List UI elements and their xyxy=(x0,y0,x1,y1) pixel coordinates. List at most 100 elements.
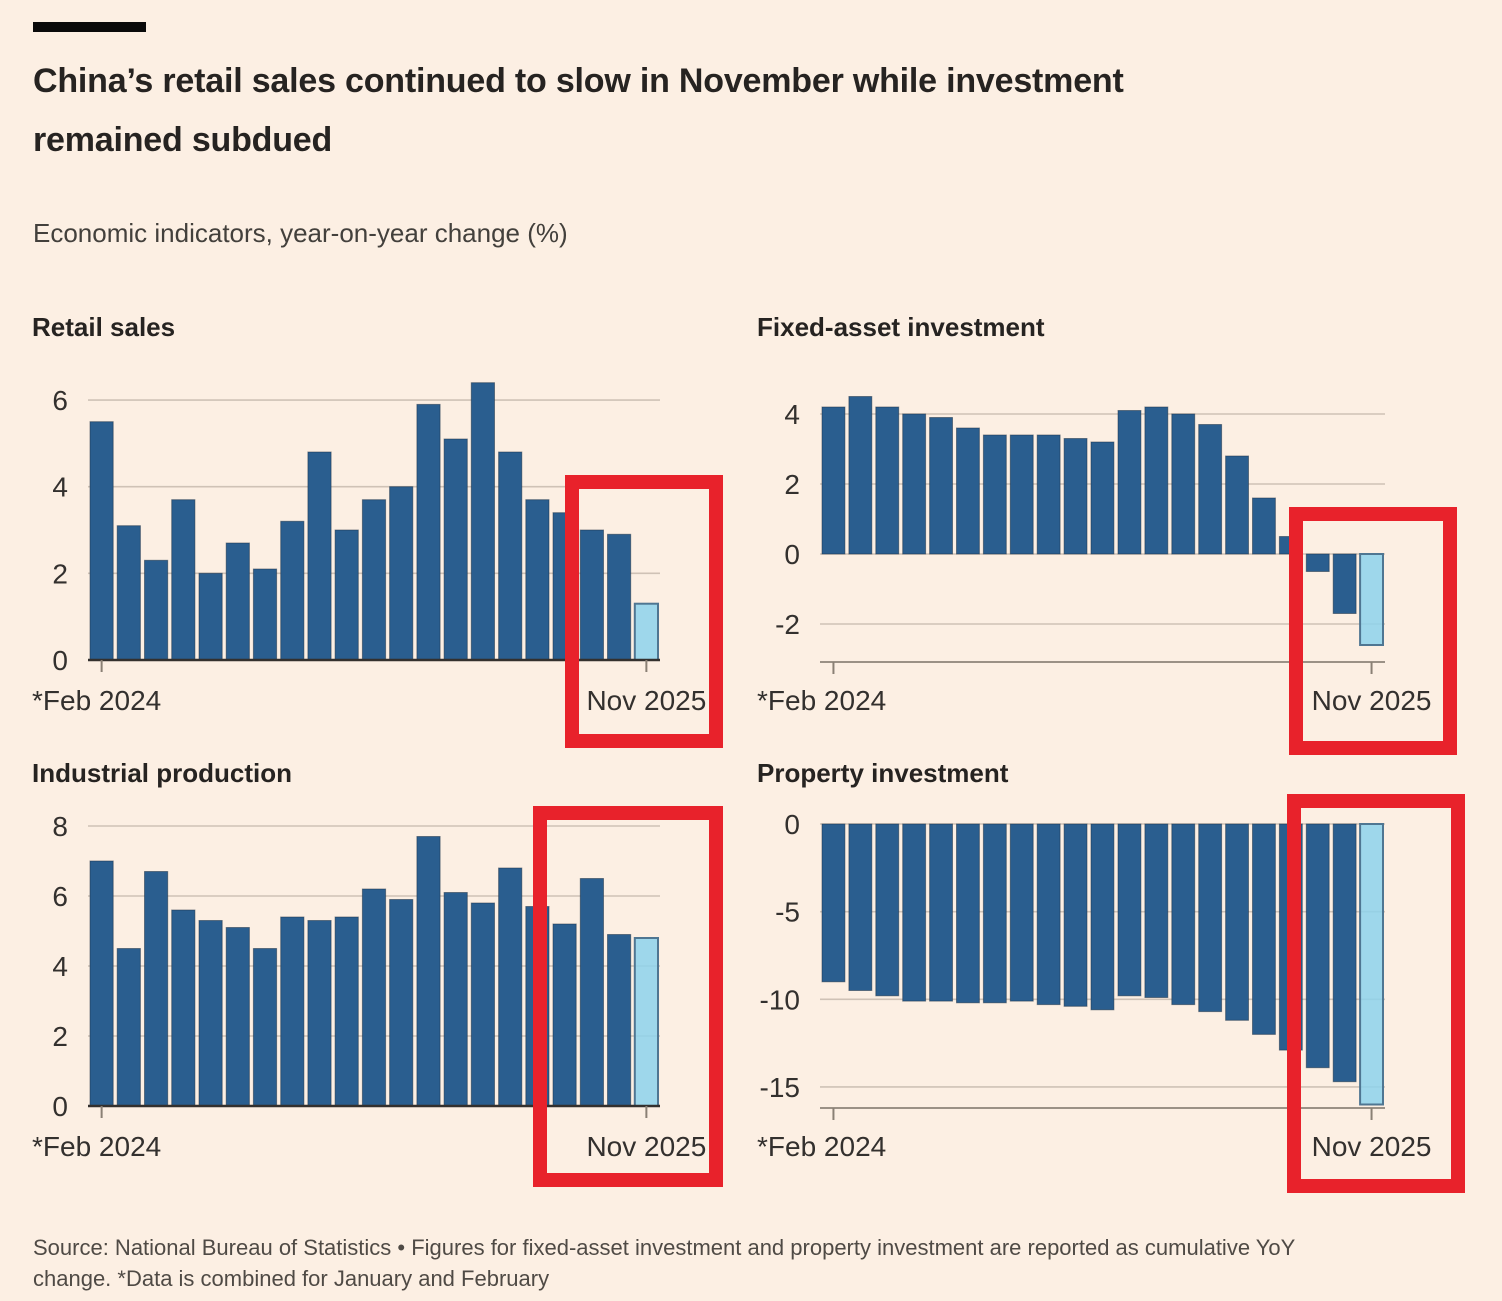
bar xyxy=(470,382,495,661)
x-axis-start-label: *Feb 2024 xyxy=(757,685,886,716)
bar xyxy=(1036,434,1061,555)
bar xyxy=(498,867,523,1107)
x-axis-end-label: Nov 2025 xyxy=(586,1131,706,1162)
bar xyxy=(1198,424,1223,555)
bar xyxy=(1090,441,1115,555)
x-axis-end-label: Nov 2025 xyxy=(1312,685,1432,716)
source-note-line2: change. *Data is combined for January an… xyxy=(33,1266,550,1291)
bar xyxy=(498,451,523,661)
bar xyxy=(280,520,305,661)
bar xyxy=(307,451,332,661)
bar xyxy=(334,529,359,661)
bar-highlight xyxy=(633,602,659,662)
bar xyxy=(1305,553,1330,572)
industrial-production-plot: 0 2 4 6 8 *Feb 2024 Nov 2025 xyxy=(32,811,706,1162)
bar xyxy=(361,888,387,1107)
bar xyxy=(956,427,980,555)
y-axis-tick-label: 0 xyxy=(52,1091,68,1122)
bar xyxy=(443,438,468,661)
bar xyxy=(361,499,387,661)
bar xyxy=(225,927,250,1107)
bar xyxy=(1063,823,1088,1007)
bar xyxy=(1198,823,1223,1013)
bar xyxy=(902,413,927,555)
property-investment-plot: 0 -5 -10 -15 *Feb 2024 Nov 2025 xyxy=(757,809,1432,1162)
x-axis-end-label: Nov 2025 xyxy=(1312,1131,1432,1162)
bar xyxy=(902,823,927,1002)
bar xyxy=(956,823,980,1004)
bar xyxy=(1117,410,1142,555)
bar xyxy=(1009,434,1034,555)
bar xyxy=(607,533,632,661)
y-axis-tick-label: -15 xyxy=(760,1072,800,1103)
bar xyxy=(334,916,359,1107)
bar xyxy=(1117,823,1142,997)
y-axis-tick-label: 0 xyxy=(52,645,68,676)
bar xyxy=(1278,823,1303,1051)
bar xyxy=(1144,823,1169,998)
bar xyxy=(1252,497,1276,555)
bar xyxy=(144,871,169,1107)
chart-property-investment: Property investment 0 -5 -10 -15 *Feb 2024 No… xyxy=(755,758,1472,1190)
bar xyxy=(1009,823,1034,1002)
bar xyxy=(821,406,846,555)
chart-title-retail-sales: Retail sales xyxy=(32,312,176,342)
page-title: China’s retail sales continued to slow i… xyxy=(33,52,1373,170)
bar xyxy=(389,486,414,661)
y-axis-tick-label: 8 xyxy=(52,811,68,842)
x-axis-start-label: *Feb 2024 xyxy=(32,1131,161,1162)
bar xyxy=(579,878,604,1107)
bar xyxy=(416,403,441,661)
bar xyxy=(416,836,441,1107)
bar xyxy=(252,568,278,661)
y-axis-tick-label: -2 xyxy=(775,609,800,640)
bar xyxy=(875,823,900,997)
bar-highlight xyxy=(633,937,659,1107)
source-note-line1: Source: National Bureau of Statistics • … xyxy=(33,1235,1296,1260)
bar xyxy=(1332,823,1357,1083)
bar xyxy=(929,823,954,1002)
bar xyxy=(116,948,141,1107)
y-axis-tick-label: 0 xyxy=(784,809,800,840)
bar xyxy=(198,572,223,661)
bar xyxy=(144,559,169,661)
bar xyxy=(1225,455,1250,555)
bar xyxy=(280,916,305,1107)
bar xyxy=(1090,823,1115,1011)
bar xyxy=(848,823,873,991)
bar xyxy=(875,406,900,555)
bar xyxy=(1305,823,1330,1069)
bar xyxy=(848,396,873,555)
topic-bar xyxy=(33,22,146,32)
bar xyxy=(225,542,250,661)
bar xyxy=(1036,823,1061,1006)
bar xyxy=(443,892,468,1107)
chart-title-property-investment: Property investment xyxy=(757,758,1009,788)
chart-fixed-asset-investment: Fixed-asset investment 4 2 0 -2 *Feb 2024 Nov… xyxy=(755,312,1472,744)
bar xyxy=(1063,438,1088,555)
bar xyxy=(1171,413,1196,555)
y-axis-tick-label: 0 xyxy=(784,539,800,570)
bar xyxy=(307,920,332,1107)
y-axis-tick-label: 6 xyxy=(52,385,68,416)
bar xyxy=(525,499,550,661)
y-axis-tick-label: 2 xyxy=(52,558,68,589)
y-axis-tick-label: 2 xyxy=(52,1021,68,1052)
chart-title-industrial-production: Industrial production xyxy=(32,758,292,788)
bar xyxy=(982,434,1007,555)
bar xyxy=(1332,553,1357,614)
source-note: Source: National Bureau of Statistics • … xyxy=(33,1232,1473,1294)
bar xyxy=(1252,823,1276,1035)
bar xyxy=(1225,823,1250,1021)
bar xyxy=(1171,823,1196,1006)
page-title-line2: remained subdued xyxy=(33,121,333,159)
bar xyxy=(470,902,495,1107)
chart-subtitle: Economic indicators, year-on-year change… xyxy=(33,218,568,248)
y-axis-tick-label: 4 xyxy=(784,399,800,430)
retail-sales-plot: 0 2 4 6 *Feb 2024 Nov 2025 xyxy=(32,382,706,716)
page-title-line1: China’s retail sales continued to slow i… xyxy=(33,62,1124,100)
y-axis-tick-label: 4 xyxy=(52,472,68,503)
bar xyxy=(1278,536,1303,555)
bar xyxy=(929,417,954,555)
chart-title-fixed-asset-investment: Fixed-asset investment xyxy=(757,312,1045,342)
